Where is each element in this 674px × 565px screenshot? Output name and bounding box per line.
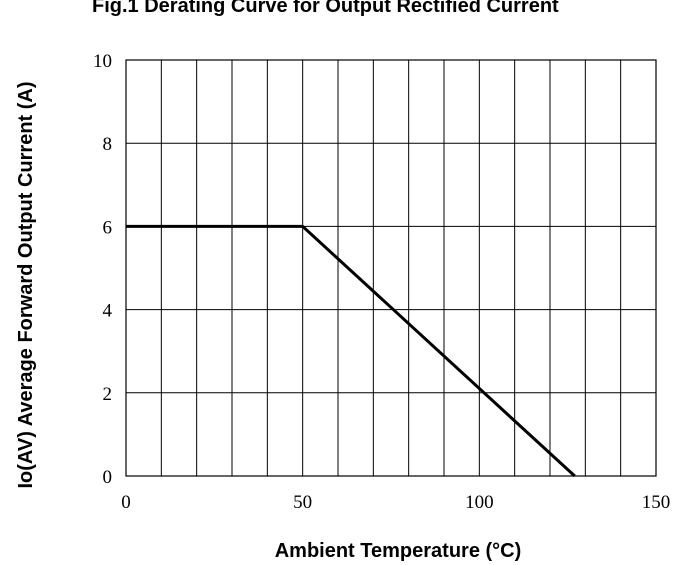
chart-title: Fig.1 Derating Curve for Output Rectifie… bbox=[92, 0, 559, 17]
y-tick-label: 4 bbox=[103, 301, 113, 322]
plot-frame bbox=[125, 59, 657, 477]
x-tick-label: 100 bbox=[465, 492, 494, 513]
y-tick-label: 6 bbox=[103, 217, 113, 238]
x-tick-label: 50 bbox=[293, 492, 312, 513]
grid bbox=[126, 60, 656, 476]
x-tick-labels: 0 50 100 150 bbox=[121, 492, 670, 513]
series bbox=[126, 224, 576, 478]
x-axis-label: Ambient Temperature (°C) bbox=[275, 540, 522, 562]
y-tick-label: 0 bbox=[103, 467, 113, 488]
derating-curve-line bbox=[126, 224, 576, 478]
y-tick-labels: 0 2 4 6 8 10 bbox=[93, 51, 113, 488]
y-axis-label: Io(AV) Average Forward Output Current (A… bbox=[15, 81, 37, 488]
y-tick-label: 2 bbox=[103, 384, 113, 405]
x-tick-label: 150 bbox=[642, 492, 671, 513]
y-tick-label: 10 bbox=[93, 51, 112, 72]
y-tick-label: 8 bbox=[103, 134, 113, 155]
x-tick-label: 0 bbox=[121, 492, 131, 513]
